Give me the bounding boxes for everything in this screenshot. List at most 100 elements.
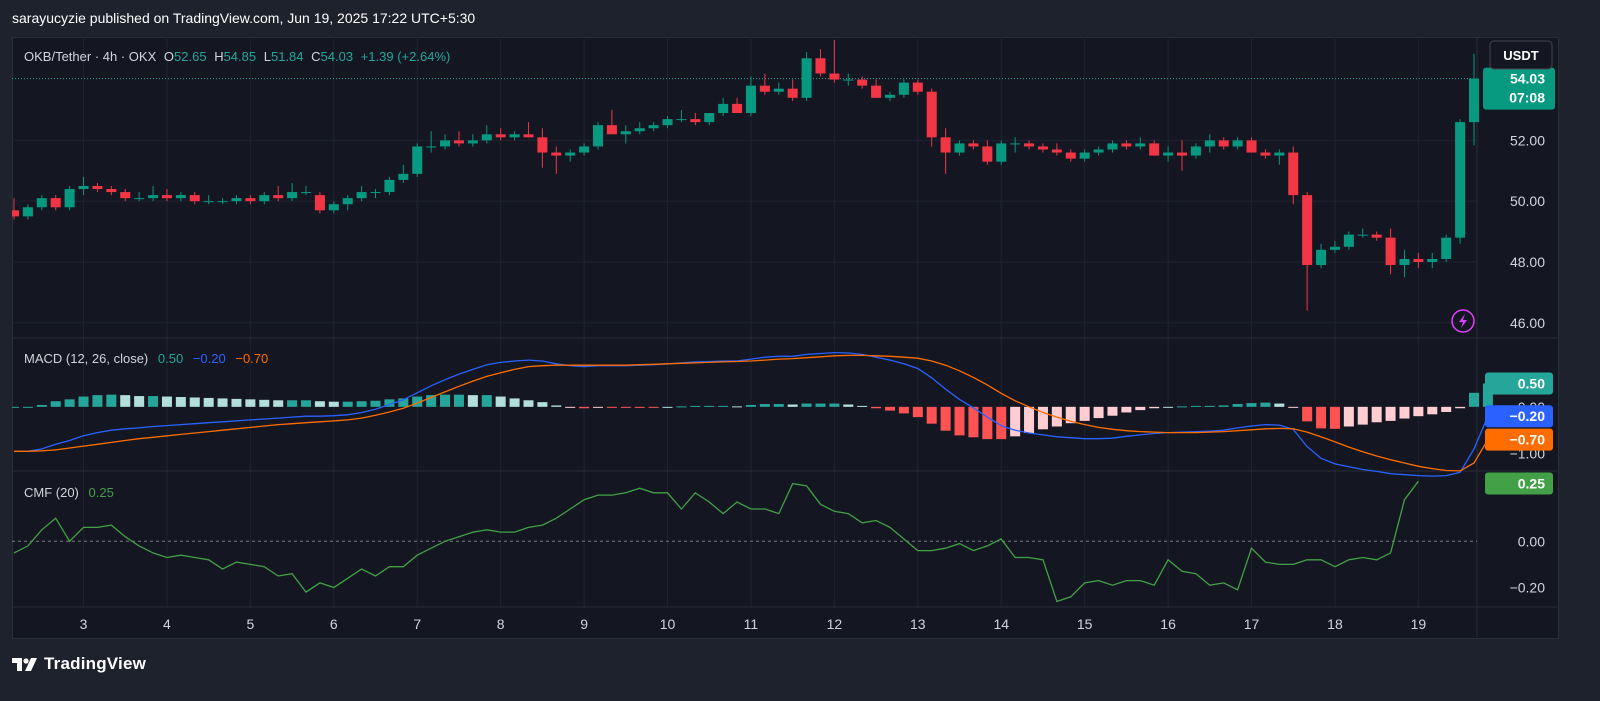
signal-line <box>14 354 1489 472</box>
time-tick-label: 18 <box>1327 616 1343 632</box>
macd-histogram-bar <box>398 398 409 407</box>
tradingview-logo[interactable]: TradingView <box>12 654 146 674</box>
time-tick-label: 9 <box>580 616 588 632</box>
macd-histogram-bar <box>356 401 367 407</box>
cmf-legend[interactable]: CMF (20) 0.25 <box>24 485 114 500</box>
cmf-tick-label: −0.20 <box>1510 580 1546 596</box>
candle-body <box>495 134 506 138</box>
macd-histogram-bar <box>606 406 617 408</box>
candle-body <box>92 185 103 190</box>
macd-histogram-bar <box>440 394 451 407</box>
last-price-tag: 54.03 07:08 <box>1483 67 1555 110</box>
macd-value-tag-label: 0.50 <box>1518 375 1545 391</box>
macd-value-tag-label: −0.20 <box>1510 408 1546 424</box>
grid-lines <box>12 37 1477 607</box>
time-tick-label: 5 <box>246 616 254 632</box>
candle-body <box>759 85 770 92</box>
macd-histogram-bar <box>787 404 798 407</box>
candle-body <box>773 88 784 92</box>
candle-body <box>1135 143 1146 147</box>
time-tick-label: 12 <box>827 616 843 632</box>
trading-chart[interactable]: 52.0050.0048.0046.0054.0307:080.00−1.000… <box>12 37 1557 637</box>
macd-histogram-bar <box>50 401 61 407</box>
candle-body <box>954 143 965 153</box>
candle-body <box>356 192 367 199</box>
macd-histogram-bar <box>1329 406 1340 429</box>
macd-histogram-bar <box>1232 404 1243 407</box>
macd-histogram-bar <box>1176 406 1188 408</box>
macd-histogram-bar <box>801 403 812 407</box>
macd-histogram-bar <box>426 395 437 407</box>
candle-body <box>1107 143 1118 150</box>
macd-value-tag: −0.20 <box>1485 405 1553 428</box>
macd-histogram-bar <box>148 396 159 407</box>
candle-body <box>1468 78 1480 123</box>
macd-value-tag: 0.50 <box>1485 372 1553 395</box>
exchange-label: OKX <box>129 49 157 64</box>
candle-body <box>273 195 284 199</box>
candle-body <box>523 134 534 138</box>
macd-histogram-bar <box>829 403 840 407</box>
time-tick-label: 6 <box>330 616 338 632</box>
candle-body <box>161 195 172 199</box>
cmf-value: 0.25 <box>89 485 114 500</box>
candle-body <box>745 85 756 114</box>
candle-body <box>1065 152 1076 159</box>
macd-line-value: −0.20 <box>193 351 226 366</box>
macd-histogram-bar <box>175 397 186 407</box>
macd-histogram-bar <box>551 405 562 407</box>
candle-body <box>189 195 200 202</box>
cmf-value-tag-label: 0.25 <box>1518 476 1545 492</box>
macd-histogram-bar <box>259 399 270 407</box>
currency-label: USDT <box>1503 48 1538 63</box>
macd-histogram-bar <box>217 398 228 407</box>
symbol-name: OKB/Tether <box>24 49 92 64</box>
open-value: 52.65 <box>174 49 207 64</box>
candle-body <box>22 207 33 217</box>
candle-body <box>662 119 673 126</box>
macd-histogram-bar <box>1010 406 1021 437</box>
macd-histogram-bar <box>161 396 172 407</box>
candle-body <box>704 113 715 123</box>
candle-body <box>217 201 228 203</box>
macd-histogram-bar <box>78 396 89 407</box>
macd-value-tag-label: −0.70 <box>1510 432 1546 448</box>
candle-body <box>592 125 604 147</box>
macd-label: MACD (12, 26, close) <box>24 351 148 366</box>
candle-body <box>1232 140 1243 147</box>
candle-body <box>732 103 743 114</box>
symbol-legend[interactable]: OKB/Tether · 4h · OKX O52.65 H54.85 L51.… <box>24 49 450 64</box>
macd-histogram-bar <box>245 399 256 407</box>
time-tick-label: 16 <box>1160 616 1176 632</box>
candle-body <box>287 192 298 199</box>
macd-legend[interactable]: MACD (12, 26, close) 0.50 −0.20 −0.70 <box>24 351 268 366</box>
macd-histogram-bar <box>467 395 478 407</box>
macd-histogram-bar <box>871 406 882 409</box>
candle-body <box>1413 258 1424 262</box>
candle-body <box>940 137 951 153</box>
macd-histogram-bar <box>773 404 784 407</box>
currency-button[interactable]: USDT <box>1489 40 1553 70</box>
candle-body <box>36 198 47 208</box>
price-tick-label: 46.00 <box>1510 315 1545 331</box>
macd-histogram-bar <box>120 395 131 407</box>
cmf-pane <box>12 480 1477 603</box>
candle-body <box>1079 152 1090 159</box>
macd-histogram-bar <box>189 397 200 407</box>
candle-body <box>801 58 812 98</box>
macd-histogram-bar <box>92 395 103 407</box>
macd-histogram-bar <box>1218 405 1229 407</box>
macd-histogram-bar <box>718 405 729 407</box>
candle-body <box>370 192 381 194</box>
lightning-icon[interactable] <box>1451 309 1475 333</box>
candle-body <box>857 79 868 86</box>
candle-body <box>1218 140 1229 147</box>
macd-histogram-bar <box>926 406 937 424</box>
candle-body <box>551 152 562 156</box>
candle-body <box>314 195 325 211</box>
candle-body <box>926 91 937 138</box>
candle-body <box>1427 258 1438 262</box>
macd-histogram-bar <box>579 406 590 409</box>
change-value: +1.39 (+2.64%) <box>361 49 451 64</box>
candle-body <box>676 119 687 121</box>
